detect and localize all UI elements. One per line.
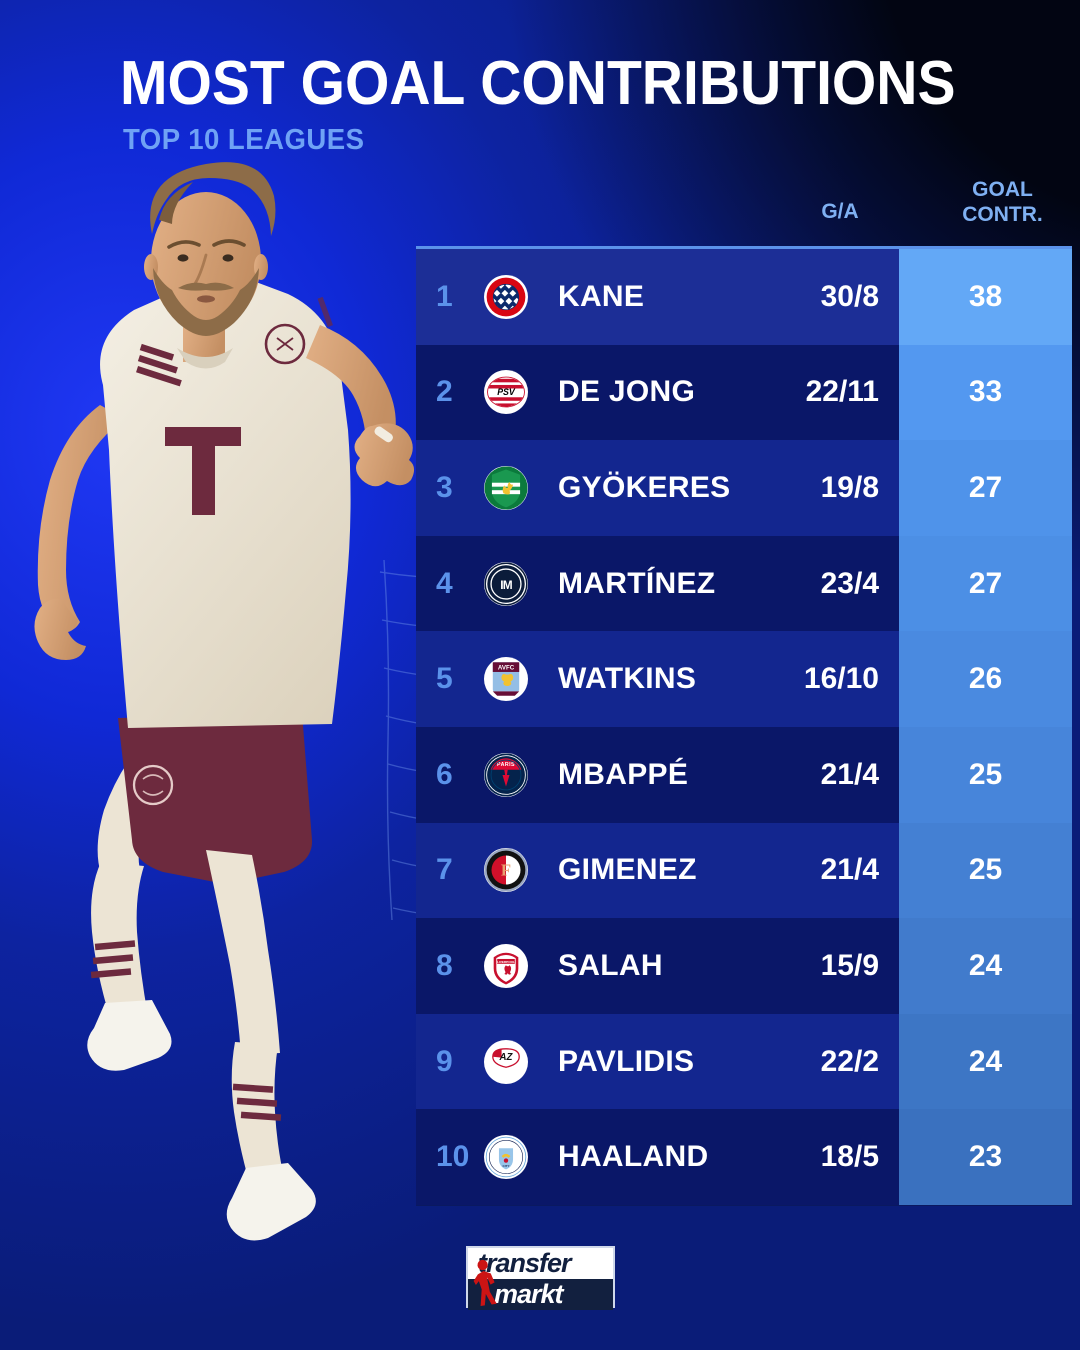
svg-text:PSV: PSV [497,387,516,397]
svg-text:PARIS: PARIS [497,762,515,768]
svg-text:AVFC: AVFC [498,665,515,672]
svg-text:CITY: CITY [502,1164,509,1168]
svg-text:LIVERPOOL: LIVERPOOL [497,960,515,964]
svg-text:F: F [501,861,511,880]
svg-text:IM: IM [500,577,512,591]
svg-text:AZ: AZ [499,1052,514,1063]
